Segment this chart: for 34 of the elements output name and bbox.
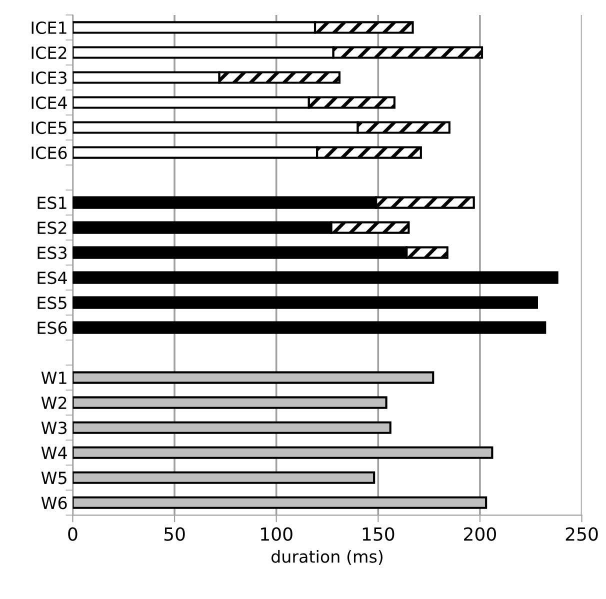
y-tick-label: W5: [41, 472, 66, 484]
y-tick-label: ES6: [38, 322, 67, 334]
x-tick-label: 50: [164, 527, 185, 541]
y-tick-label: ES3: [38, 246, 67, 260]
y-tick-label: W1: [41, 372, 66, 384]
y-tick-label: W3: [41, 422, 67, 434]
bar: [72, 421, 392, 434]
bar: [72, 296, 538, 309]
y-tick-label: ICE2: [32, 46, 66, 60]
bar: [72, 321, 546, 334]
x-tick-label: 100: [261, 527, 292, 541]
y-tick-label: ICE5: [32, 121, 66, 134]
bar: [72, 446, 494, 459]
x-tick-label: 0: [68, 527, 78, 541]
y-tick-label: ES5: [38, 296, 66, 310]
x-axis-title: duration (ms): [271, 550, 382, 565]
y-tick-label: ES2: [38, 222, 66, 234]
y-tick-label: ICE1: [32, 21, 66, 34]
bar: [72, 396, 388, 409]
y-tick-label: W6: [41, 496, 67, 510]
bar: [72, 271, 558, 284]
x-tick-label: 250: [566, 527, 598, 541]
y-tick-label: ES4: [38, 272, 67, 284]
bar: [72, 371, 434, 384]
x-tick-label: 150: [362, 527, 394, 541]
x-tick-label: 200: [464, 527, 496, 541]
bar: [72, 496, 488, 509]
y-tick-label: ICE4: [32, 96, 67, 110]
y-tick-label: ES1: [38, 196, 66, 210]
bar: [72, 471, 376, 484]
y-tick-label: W4: [41, 446, 67, 459]
y-tick-label: ICE3: [32, 71, 67, 84]
y-tick-label: ICE6: [32, 146, 67, 160]
y-tick-label: W2: [41, 396, 66, 409]
